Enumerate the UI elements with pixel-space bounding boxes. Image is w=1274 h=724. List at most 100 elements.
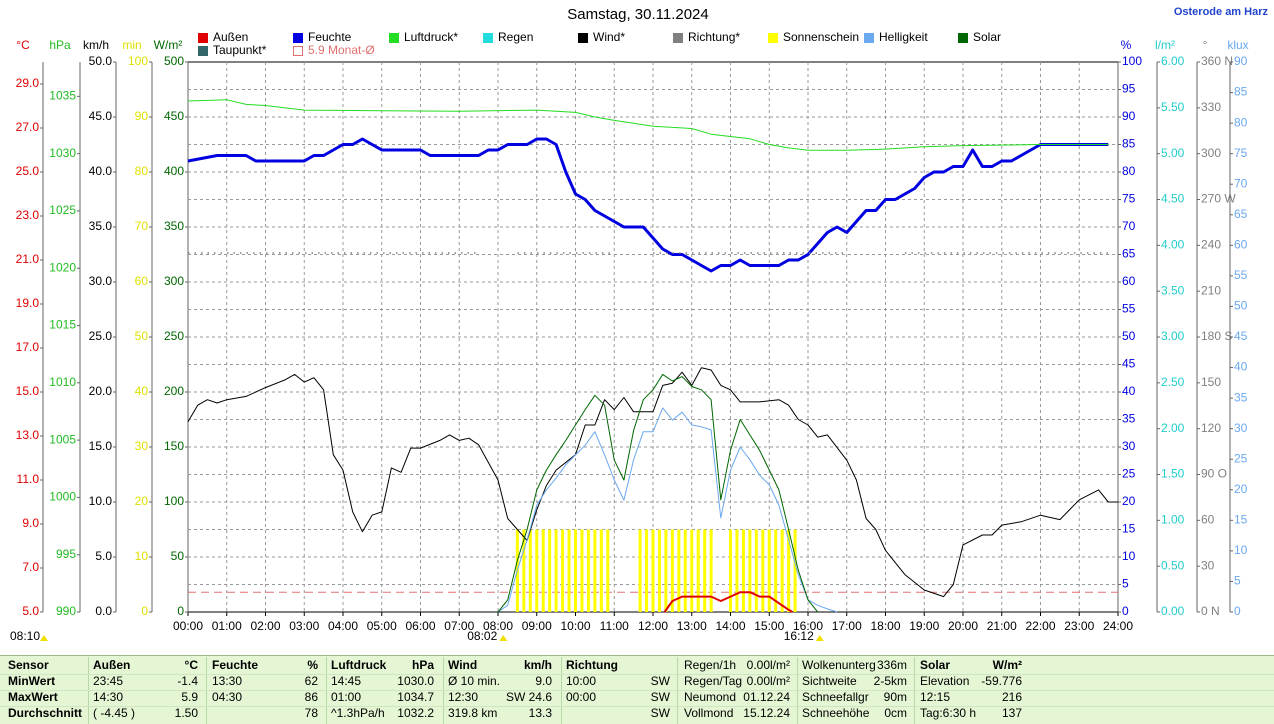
table-cell: Elevation xyxy=(920,674,969,688)
sunshine-bar xyxy=(690,529,694,612)
y-tick-label: 200 xyxy=(164,384,184,398)
y-tick-label: 45 xyxy=(1122,357,1136,371)
table-cell: km/h xyxy=(524,658,552,672)
sunshine-bar xyxy=(787,529,791,612)
sunshine-bar xyxy=(696,529,700,612)
sunshine-bar xyxy=(567,529,571,612)
y-tick-label: 60 xyxy=(1201,513,1215,527)
table-cell: 62 xyxy=(305,674,319,688)
sunshine-label: 08:10 xyxy=(10,629,40,643)
y-tick-label: 100 xyxy=(1122,54,1142,68)
legend-label: Feuchte xyxy=(308,30,352,44)
x-tick-label: 22:00 xyxy=(1025,619,1055,633)
x-tick-label: 05:00 xyxy=(367,619,397,633)
y-tick-label: 30 xyxy=(135,439,149,453)
legend-swatch xyxy=(293,46,303,56)
table-cell: Tag:6:30 h xyxy=(920,706,976,720)
table-cell: MinWert xyxy=(8,674,55,688)
y-tick-label: 3.00 xyxy=(1161,329,1185,343)
table-cell: Solar xyxy=(920,658,950,672)
y-tick-label: 25 xyxy=(1122,467,1136,481)
y-tick-label: 10 xyxy=(1122,549,1136,563)
table-cell: SW xyxy=(651,706,671,720)
table-cell: 216 xyxy=(1002,690,1022,704)
y-tick-label: 70 xyxy=(135,219,149,233)
sunshine-bar xyxy=(754,529,758,612)
sunshine-bar xyxy=(651,529,655,612)
table-cell: Ø 10 min. xyxy=(448,674,500,688)
table-cell: 90m xyxy=(884,690,907,704)
y-tick-label: 990 xyxy=(56,604,76,618)
sunset-label: 16:12 xyxy=(784,629,814,643)
sunshine-bar xyxy=(709,529,713,612)
sunshine-bar xyxy=(638,529,642,612)
table-cell: 12:15 xyxy=(920,690,950,704)
table-cell: 9.0 xyxy=(535,674,552,688)
sunshine-bar xyxy=(664,529,668,612)
y-tick-label: 150 xyxy=(164,439,184,453)
sunshine-bar xyxy=(541,529,545,612)
table-cell: 04:30 xyxy=(212,690,242,704)
y-tick-label: 20 xyxy=(1234,482,1248,496)
sunshine-bar xyxy=(670,529,674,612)
table-cell: 1032.2 xyxy=(397,706,434,720)
legend-label: Richtung* xyxy=(688,30,740,44)
y-axis-unit: km/h xyxy=(83,38,109,52)
y-tick-label: 50 xyxy=(135,329,149,343)
legend-label: Luftdruck* xyxy=(404,30,458,44)
y-tick-label: 60 xyxy=(135,274,149,288)
y-tick-label: 0 N xyxy=(1201,604,1220,618)
sunshine-bar xyxy=(767,529,771,612)
x-tick-label: 11:00 xyxy=(600,619,629,633)
y-tick-label: 7.0 xyxy=(22,560,39,574)
y-tick-label: 330 xyxy=(1201,100,1221,114)
y-tick-label: 65 xyxy=(1122,247,1136,261)
y-tick-label: 10.0 xyxy=(89,494,113,508)
table-cell: 1034.7 xyxy=(397,690,434,704)
y-tick-label: 9.0 xyxy=(22,516,39,530)
series-line xyxy=(663,591,793,613)
y-tick-label: 40 xyxy=(135,384,149,398)
y-axis-unit: klux xyxy=(1227,38,1248,52)
y-tick-label: 5.50 xyxy=(1161,100,1185,114)
y-tick-label: 80 xyxy=(1122,164,1136,178)
sunshine-bar xyxy=(535,529,539,612)
y-tick-label: 90 O xyxy=(1201,467,1227,481)
y-tick-label: 120 xyxy=(1201,421,1221,435)
y-tick-label: 6.00 xyxy=(1161,54,1185,68)
y-tick-label: 0 xyxy=(177,604,184,618)
sunshine-bar xyxy=(780,529,784,612)
y-tick-label: 25 xyxy=(1234,451,1248,465)
y-tick-label: 1010 xyxy=(49,375,76,389)
table-cell: 00:00 xyxy=(566,690,596,704)
y-tick-label: 1020 xyxy=(49,260,76,274)
y-tick-label: 15 xyxy=(1234,513,1248,527)
table-cell: 14:45 xyxy=(331,674,361,688)
table-cell: 15.12.24 xyxy=(743,706,790,720)
y-tick-label: 30 xyxy=(1122,439,1136,453)
x-tick-label: 10:00 xyxy=(560,619,590,633)
y-tick-label: 350 xyxy=(164,219,184,233)
x-tick-label: 07:00 xyxy=(444,619,474,633)
x-tick-label: 18:00 xyxy=(870,619,900,633)
series-line xyxy=(187,367,1118,598)
y-tick-label: 30 xyxy=(1201,558,1215,572)
x-tick-label: 08:00 xyxy=(483,619,513,633)
y-axis-unit: °C xyxy=(16,38,30,52)
x-tick-label: 24:00 xyxy=(1103,619,1133,633)
y-tick-label: 60 xyxy=(1234,238,1248,252)
y-tick-label: 70 xyxy=(1234,176,1248,190)
y-tick-label: 2.50 xyxy=(1161,375,1185,389)
table-cell: % xyxy=(307,658,318,672)
sunshine-bar xyxy=(774,529,778,612)
y-tick-label: 360 N xyxy=(1201,54,1233,68)
y-axis-unit: ° xyxy=(1203,38,1208,52)
table-cell: 01.12.24 xyxy=(743,690,790,704)
y-tick-label: 25.0 xyxy=(16,164,40,178)
series-line xyxy=(187,137,1109,273)
legend-label: Außen xyxy=(213,30,248,44)
y-tick-label: 70 xyxy=(1122,219,1136,233)
legend-label: Sonnenschein xyxy=(783,30,859,44)
table-background xyxy=(0,655,1274,724)
